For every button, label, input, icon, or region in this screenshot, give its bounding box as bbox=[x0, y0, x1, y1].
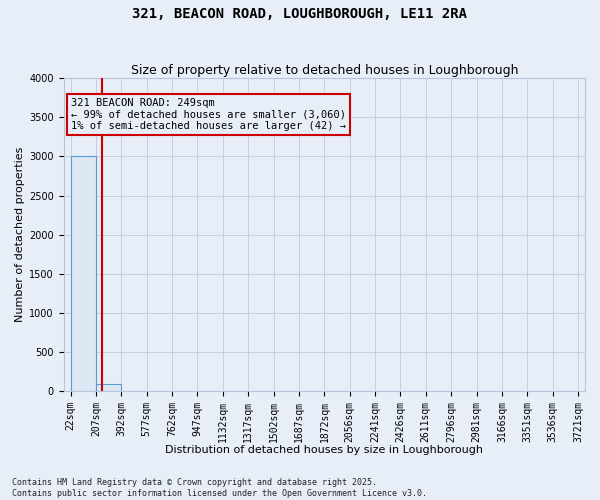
Title: Size of property relative to detached houses in Loughborough: Size of property relative to detached ho… bbox=[131, 64, 518, 77]
Y-axis label: Number of detached properties: Number of detached properties bbox=[15, 147, 25, 322]
Bar bbox=[96, 384, 121, 392]
Text: Contains HM Land Registry data © Crown copyright and database right 2025.
Contai: Contains HM Land Registry data © Crown c… bbox=[12, 478, 427, 498]
Bar bbox=[71, 156, 95, 392]
Bar bbox=[122, 390, 146, 392]
Text: 321, BEACON ROAD, LOUGHBOROUGH, LE11 2RA: 321, BEACON ROAD, LOUGHBOROUGH, LE11 2RA bbox=[133, 8, 467, 22]
Text: 321 BEACON ROAD: 249sqm
← 99% of detached houses are smaller (3,060)
1% of semi-: 321 BEACON ROAD: 249sqm ← 99% of detache… bbox=[71, 98, 346, 131]
X-axis label: Distribution of detached houses by size in Loughborough: Distribution of detached houses by size … bbox=[166, 445, 484, 455]
